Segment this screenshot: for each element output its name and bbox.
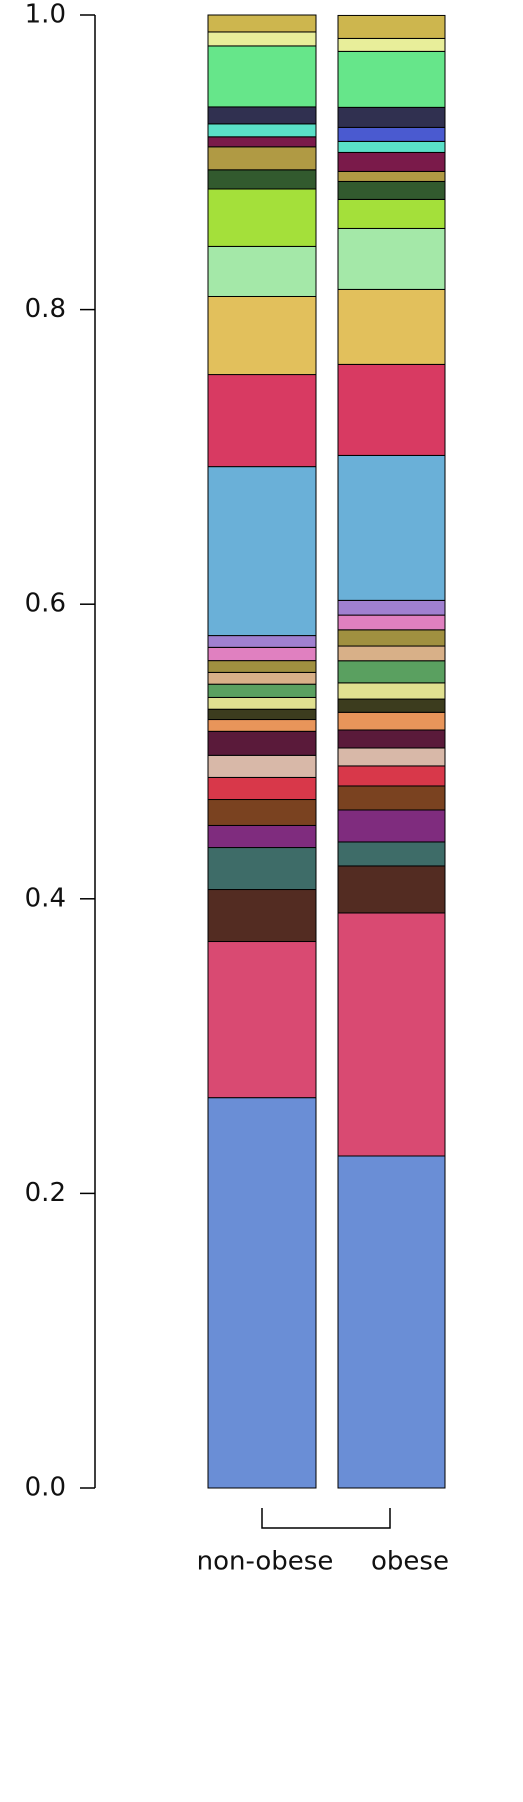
y-tick-label: 0.6 (25, 589, 66, 619)
bar-segment (337, 227, 446, 290)
bar-segment (337, 747, 446, 767)
bar-segment (207, 754, 317, 778)
y-tick-label: 1.0 (25, 0, 66, 30)
bar-segment (207, 671, 317, 685)
bar-segment (337, 180, 446, 200)
bar-segment (337, 682, 446, 700)
bar-segment (207, 169, 317, 190)
bar-segment (207, 146, 317, 171)
bar-segment (337, 865, 446, 914)
bar-segment (207, 847, 317, 891)
bar-segment (207, 635, 317, 648)
bar-segment (337, 912, 446, 1157)
bar-segment (207, 776, 317, 801)
bar-segment (337, 711, 446, 731)
group-bracket (261, 1508, 391, 1529)
y-tick-label: 0.8 (25, 294, 66, 324)
bar-segment (207, 188, 317, 247)
bar-segment (207, 123, 317, 138)
bar-segment (337, 170, 446, 182)
bar-segment (207, 374, 317, 468)
y-tick-label: 0.0 (25, 1473, 66, 1503)
bar-segment (207, 708, 317, 721)
bar-segment (207, 295, 317, 376)
bar-segment (207, 646, 317, 662)
bar-segment (207, 1097, 317, 1489)
bar-segment (207, 14, 317, 33)
bar-segment (337, 106, 446, 128)
bar-segment (207, 45, 317, 108)
bar-segment (207, 466, 317, 637)
bar-segment (337, 140, 446, 153)
bar-segment (207, 889, 317, 943)
bar-segment (337, 288, 446, 365)
bar-segment (207, 941, 317, 1099)
bar-segment (337, 629, 446, 647)
y-tick-label: 0.4 (25, 883, 66, 913)
bar-segment (337, 198, 446, 229)
bar-segment (337, 37, 446, 52)
bar-segment (337, 809, 446, 843)
bar-segment (337, 785, 446, 811)
x-tick-label: obese (371, 1547, 449, 1577)
bar-segment (337, 614, 446, 631)
y-tick-label: 0.2 (25, 1178, 66, 1208)
bar-segment (337, 363, 446, 456)
bar-segment (337, 599, 446, 616)
bar-segment (337, 14, 446, 39)
bar-segment (207, 245, 317, 297)
bar-segment (337, 1155, 446, 1489)
bar-segment (207, 106, 317, 125)
bar-segment (207, 696, 317, 710)
bar-segment (337, 645, 446, 662)
bar-segment (337, 765, 446, 787)
bar-segment (337, 151, 446, 172)
bar-segment (207, 824, 317, 849)
bar-segment (337, 729, 446, 749)
bar-segment (207, 660, 317, 673)
x-tick-label: non-obese (197, 1547, 334, 1577)
bar-segment (207, 31, 317, 47)
bar-segment (337, 841, 446, 867)
bar-segment (207, 799, 317, 826)
bar-segment (207, 719, 317, 732)
bar-segment (207, 136, 317, 148)
bar-segment (337, 126, 446, 142)
bar-segment (337, 454, 446, 601)
bar-segment (337, 698, 446, 713)
bar-segment (207, 730, 317, 756)
bar-segment (337, 660, 446, 684)
bar-segment (337, 50, 446, 108)
bar-segment (207, 683, 317, 698)
